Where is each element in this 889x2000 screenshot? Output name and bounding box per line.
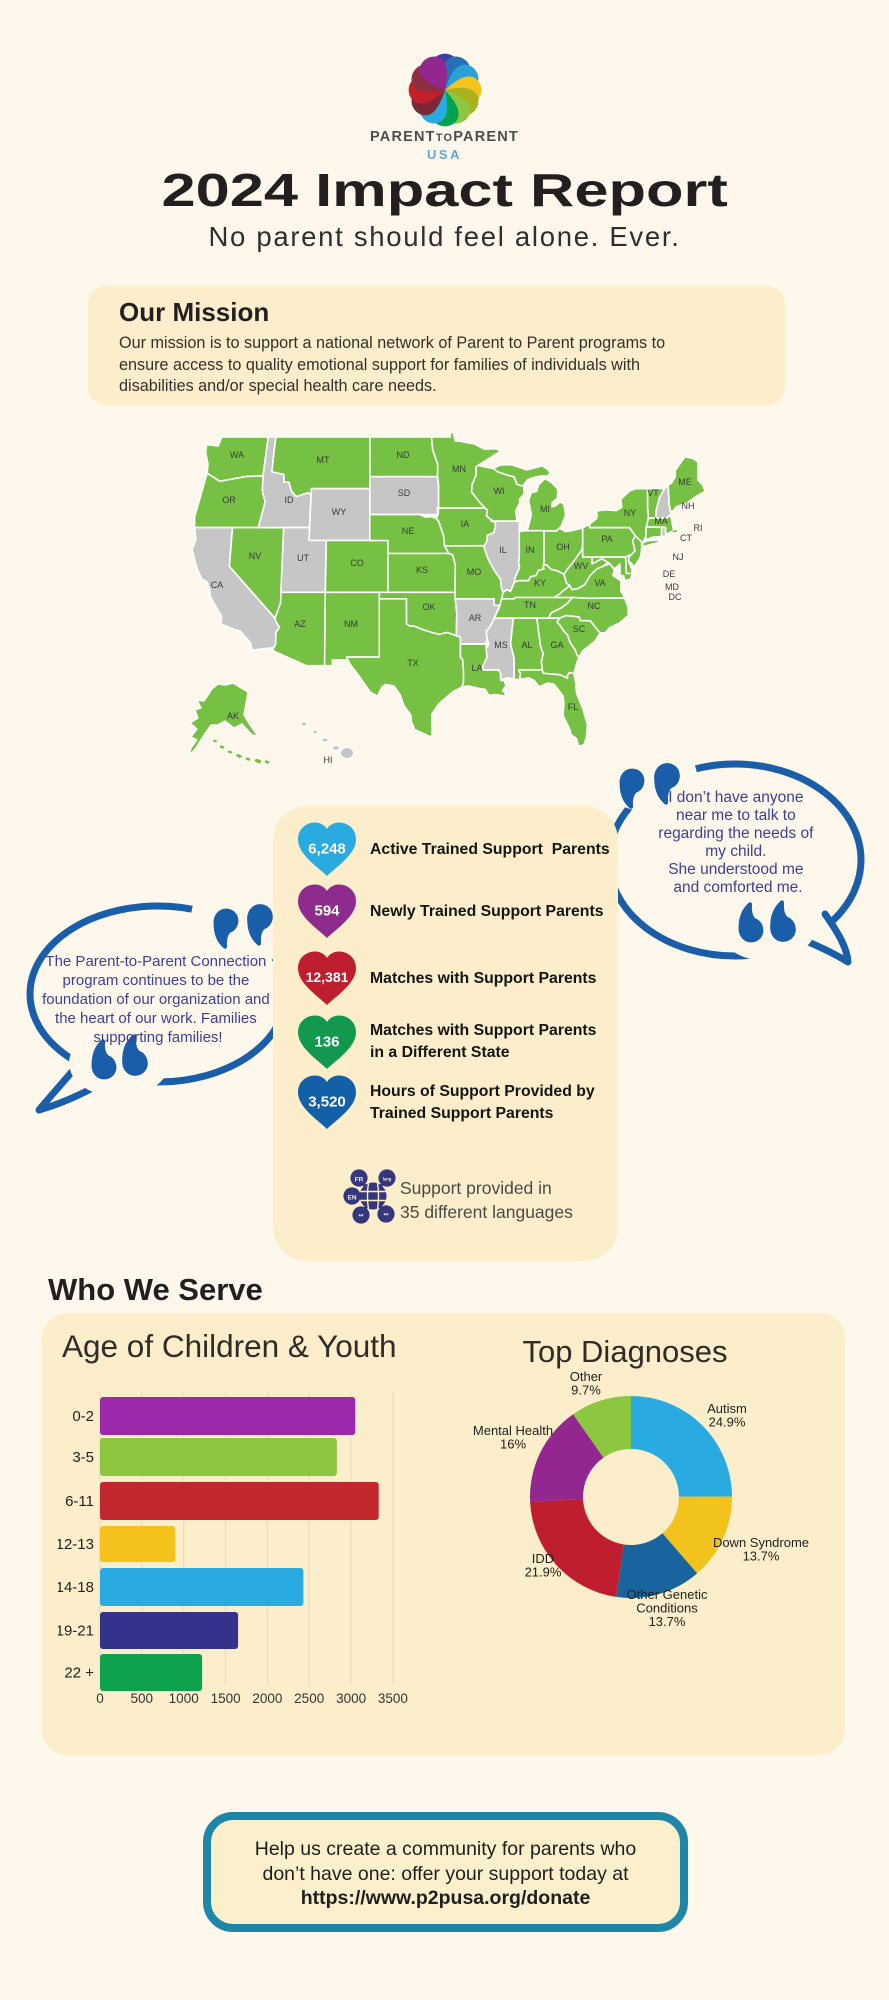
- svg-text:AK: AK: [227, 711, 239, 721]
- svg-text:FL: FL: [568, 702, 579, 712]
- svg-text:MN: MN: [452, 464, 466, 474]
- svg-text:ND: ND: [397, 450, 410, 460]
- svg-text:WV: WV: [574, 561, 589, 571]
- svg-text:LA: LA: [471, 663, 482, 673]
- svg-text:DC: DC: [669, 592, 682, 602]
- svg-text:0: 0: [96, 1691, 104, 1706]
- svg-text:RI: RI: [694, 523, 703, 533]
- svg-text:EN: EN: [347, 1194, 356, 1201]
- svg-text:**: **: [358, 1213, 364, 1220]
- svg-text:TX: TX: [407, 658, 419, 668]
- svg-text:2000: 2000: [252, 1691, 282, 1706]
- svg-text:CT: CT: [680, 533, 692, 543]
- svg-text:AL: AL: [521, 640, 532, 650]
- svg-text:UT: UT: [297, 553, 309, 563]
- svg-text:IN: IN: [526, 545, 535, 555]
- svg-text:MA: MA: [654, 516, 668, 526]
- svg-text:6,248: 6,248: [308, 840, 346, 857]
- svg-text:KY: KY: [534, 578, 546, 588]
- svg-text:I don’t have anyone near m: I don’t have anyone near me to talk to r…: [658, 789, 817, 896]
- svg-text:PA: PA: [601, 534, 612, 544]
- svg-text:IL: IL: [499, 545, 507, 555]
- svg-text:500: 500: [131, 1691, 154, 1706]
- svg-text:MO: MO: [467, 567, 482, 577]
- svg-text:AR: AR: [469, 613, 482, 623]
- svg-text:FR: FR: [355, 1176, 364, 1183]
- svg-text:WI: WI: [494, 486, 505, 496]
- svg-text:NY: NY: [624, 508, 637, 518]
- svg-text:MI: MI: [540, 504, 550, 514]
- svg-text:NE: NE: [402, 526, 415, 536]
- svg-text:VT: VT: [647, 488, 659, 498]
- svg-text:AZ: AZ: [294, 619, 306, 629]
- svg-text:136: 136: [314, 1033, 339, 1050]
- svg-text:CO: CO: [350, 558, 364, 568]
- svg-text:SC: SC: [573, 624, 586, 634]
- svg-text:TN: TN: [524, 600, 536, 610]
- svg-text:3000: 3000: [336, 1691, 366, 1706]
- svg-text:ME: ME: [678, 477, 692, 487]
- svg-text:CA: CA: [211, 580, 224, 590]
- svg-text:NJ: NJ: [673, 552, 684, 562]
- svg-text:2500: 2500: [294, 1691, 324, 1706]
- svg-text:NH: NH: [682, 501, 695, 511]
- svg-text:OH: OH: [556, 542, 570, 552]
- svg-text:GA: GA: [550, 640, 563, 650]
- svg-text:14-18: 14-18: [58, 1579, 94, 1596]
- svg-text:0-2: 0-2: [72, 1408, 94, 1425]
- svg-text:MT: MT: [317, 455, 330, 465]
- svg-text:SD: SD: [398, 488, 411, 498]
- svg-text:MD: MD: [665, 582, 679, 592]
- svg-text:1500: 1500: [211, 1691, 241, 1706]
- svg-text:12-13: 12-13: [58, 1536, 94, 1553]
- svg-text:OK: OK: [422, 602, 435, 612]
- svg-text:ID: ID: [285, 495, 295, 505]
- svg-text:KS: KS: [416, 565, 428, 575]
- svg-text:22 +: 22 +: [64, 1665, 94, 1682]
- svg-text:12,381: 12,381: [306, 969, 349, 985]
- svg-text:VA: VA: [594, 578, 605, 588]
- svg-text:IA: IA: [461, 519, 470, 529]
- svg-text:NM: NM: [344, 619, 358, 629]
- svg-text:MS: MS: [494, 640, 508, 650]
- svg-text:NC: NC: [588, 601, 601, 611]
- svg-text:3-5: 3-5: [72, 1449, 94, 1466]
- svg-text:3,520: 3,520: [308, 1093, 346, 1110]
- svg-text:HI: HI: [324, 755, 333, 765]
- svg-text:WA: WA: [230, 450, 244, 460]
- svg-text:1000: 1000: [169, 1691, 199, 1706]
- svg-text:3500: 3500: [378, 1691, 408, 1706]
- svg-text:19-21: 19-21: [58, 1623, 94, 1640]
- svg-text:**: **: [383, 1212, 389, 1219]
- svg-text:WY: WY: [332, 507, 347, 517]
- svg-text:DE: DE: [663, 569, 676, 579]
- svg-text:NV: NV: [249, 551, 262, 561]
- svg-text:lang: lang: [383, 1177, 392, 1182]
- svg-text:6-11: 6-11: [65, 1493, 94, 1510]
- svg-text:594: 594: [314, 902, 340, 919]
- svg-text:The Parent-to-Parent Connectio: The Parent-to-Parent Connection program …: [42, 953, 274, 1046]
- svg-text:OR: OR: [222, 495, 236, 505]
